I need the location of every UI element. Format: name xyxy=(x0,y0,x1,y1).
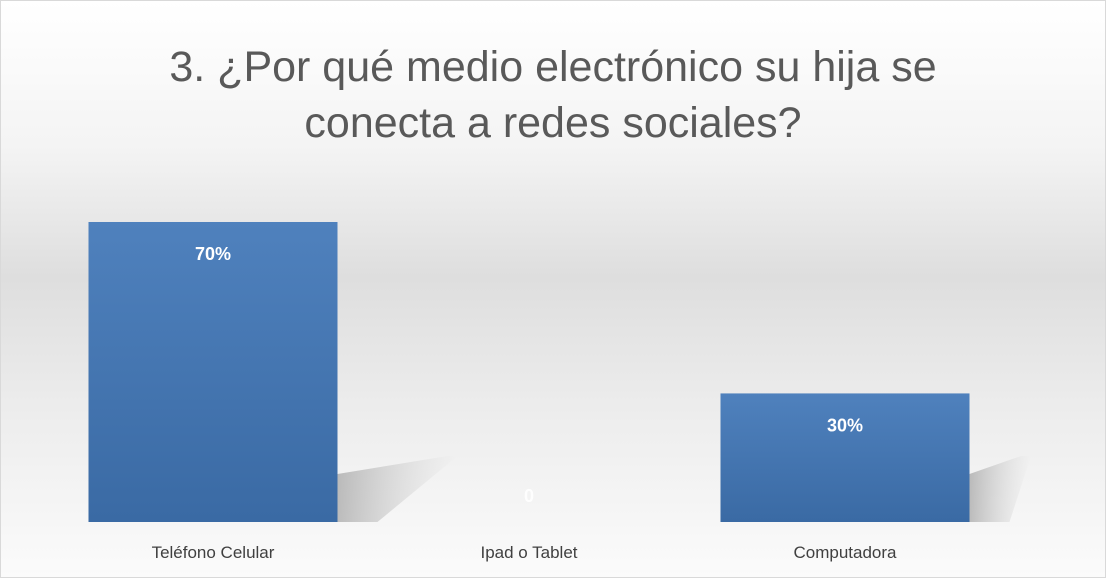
category-label-1: Ipad o Tablet xyxy=(480,543,577,562)
bar-shadow xyxy=(969,456,1031,522)
category-label-0: Teléfono Celular xyxy=(152,543,275,562)
bar-shadows xyxy=(337,456,1031,522)
chart-title: 3. ¿Por qué medio electrónico su hija se… xyxy=(1,39,1105,151)
bars xyxy=(88,222,970,522)
bar-shadow xyxy=(337,456,458,522)
category-label-2: Computadora xyxy=(793,543,897,562)
data-label-1: 0 xyxy=(524,486,534,506)
data-labels: 70% 0 30% xyxy=(195,244,863,506)
bar-2 xyxy=(720,393,970,522)
chart-title-line-1: 3. ¿Por qué medio electrónico su hija se xyxy=(169,43,937,91)
data-label-0: 70% xyxy=(195,244,231,264)
data-label-2: 30% xyxy=(827,415,863,435)
chart-title-line-2: conecta a redes sociales? xyxy=(304,99,802,147)
category-axis: Teléfono Celular Ipad o Tablet Computadora xyxy=(152,543,897,562)
bar-0 xyxy=(88,222,338,522)
